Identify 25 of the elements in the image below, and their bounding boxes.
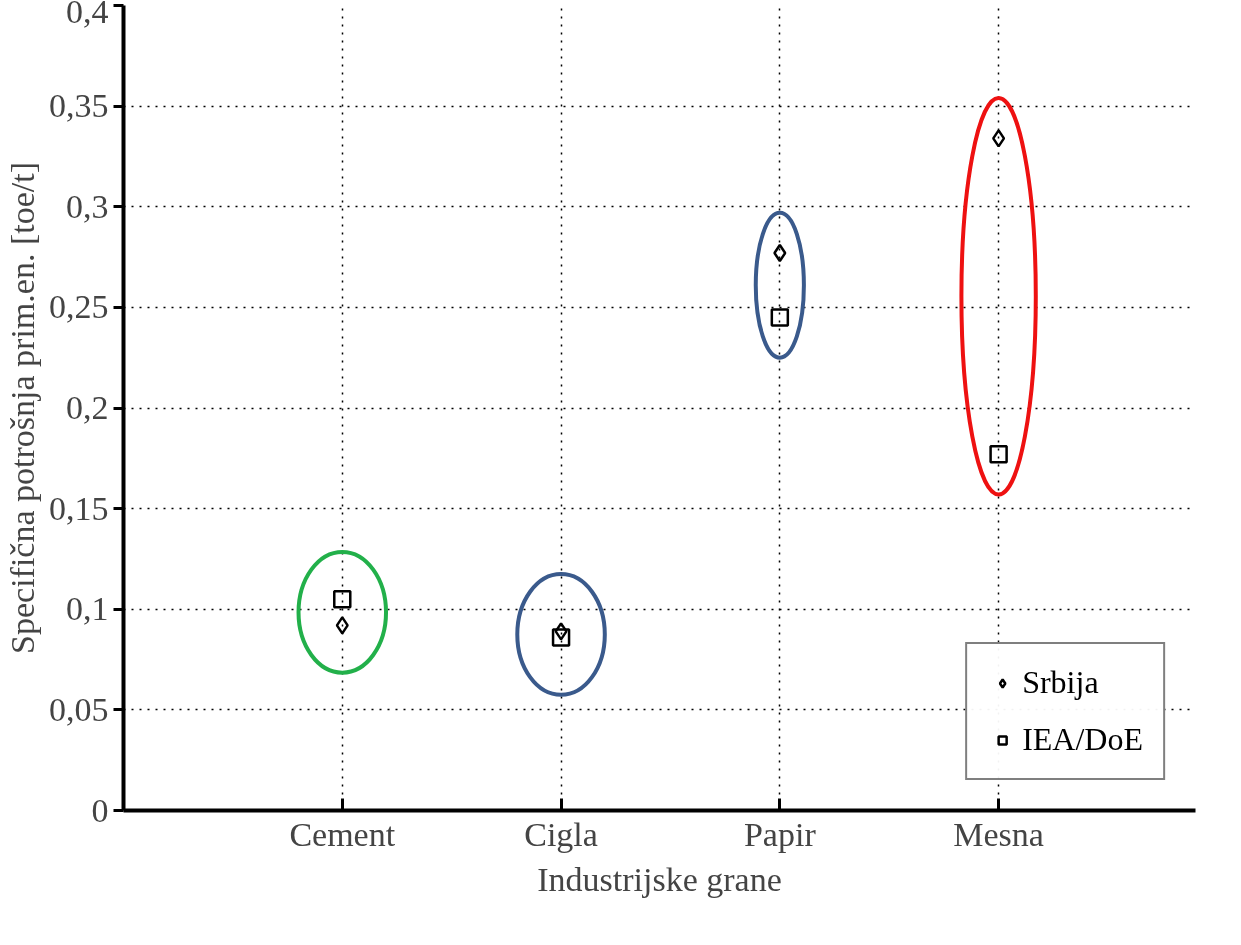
point xyxy=(554,622,568,641)
y-tick-label: 0,1 xyxy=(66,590,109,628)
y-tick-label: 0 xyxy=(91,791,109,829)
y-axis-title: Specifična potrošnja prim.en. [toe/t] xyxy=(4,162,41,654)
x-tick-label: Cigla xyxy=(524,815,598,853)
y-tick-label: 0,4 xyxy=(66,0,109,30)
point xyxy=(992,129,1006,148)
y-tick-label: 0,35 xyxy=(49,87,109,125)
x-axis-title: Industrijske grane xyxy=(537,860,782,898)
point xyxy=(333,589,352,609)
x-tick-label: Papir xyxy=(743,815,817,853)
y-tick-label: 0,3 xyxy=(66,187,109,225)
y-tick-label: 0,2 xyxy=(66,389,109,426)
point xyxy=(773,243,787,263)
point xyxy=(551,628,571,647)
point xyxy=(335,616,349,635)
legend-label: Srbija xyxy=(1022,664,1099,701)
point xyxy=(770,308,790,327)
point xyxy=(989,445,1008,464)
x-tick-label: Mesna xyxy=(953,815,1044,853)
y-tick-label: 0,15 xyxy=(49,489,109,527)
y-tick-label: 0,05 xyxy=(49,690,109,728)
legend-label: IEA/DoE xyxy=(1022,721,1143,758)
y-tick-label: 0,25 xyxy=(49,288,109,326)
x-tick-label: Cement xyxy=(289,815,396,853)
